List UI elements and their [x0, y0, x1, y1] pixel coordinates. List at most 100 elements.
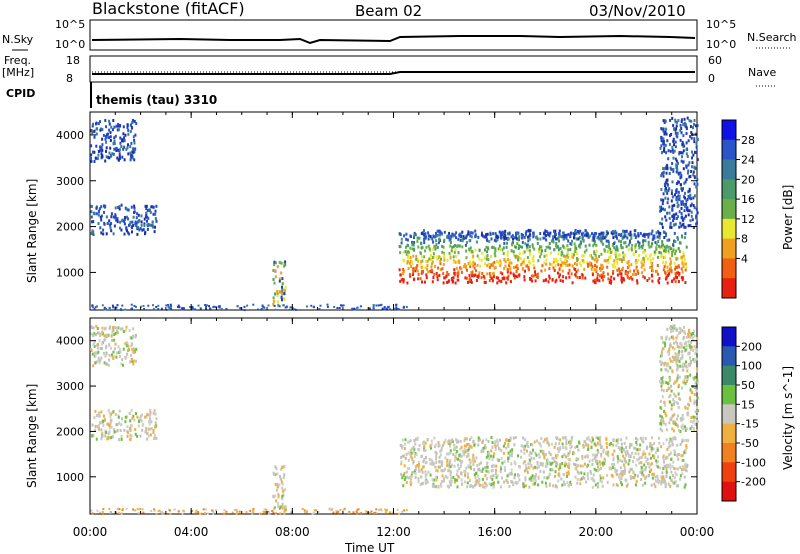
range-gate-cell — [277, 502, 280, 506]
ground-scatter-cell — [225, 307, 228, 310]
range-gate-cell — [578, 276, 581, 279]
range-gate-cell — [561, 261, 564, 265]
range-gate-cell — [681, 425, 684, 429]
range-gate-cell — [661, 225, 664, 229]
range-gate-cell — [418, 236, 421, 240]
range-gate-cell — [664, 403, 667, 407]
ground-scatter-cell — [267, 510, 270, 513]
range-gate-cell — [137, 213, 140, 217]
range-gate-cell — [279, 505, 282, 509]
range-gate-cell — [518, 474, 521, 478]
range-gate-cell — [584, 455, 587, 459]
ground-scatter-cell — [102, 513, 105, 515]
range-gate-cell — [425, 260, 428, 264]
range-gate-cell — [674, 145, 677, 149]
range-gate-cell — [572, 255, 575, 259]
range-gate-cell — [107, 155, 109, 159]
range-gate-cell — [136, 415, 139, 419]
range-gate-cell — [430, 439, 433, 443]
range-gate-cell — [466, 437, 469, 441]
range-gate-cell — [454, 244, 457, 247]
range-gate-cell — [624, 478, 627, 482]
range-gate-cell — [469, 265, 472, 269]
range-gate-cell — [694, 351, 697, 355]
range-gate-cell — [148, 223, 151, 227]
range-gate-cell — [100, 437, 103, 441]
range-gate-cell — [644, 452, 647, 456]
range-gate-cell — [622, 255, 625, 259]
range-gate-cell — [132, 414, 135, 418]
range-gate-cell — [274, 494, 277, 498]
range-gate-cell — [679, 443, 682, 446]
range-gate-cell — [666, 238, 669, 242]
range-gate-cell — [512, 250, 515, 254]
range-gate-cell — [439, 482, 442, 486]
range-gate-cell — [93, 332, 96, 336]
range-gate-cell — [620, 275, 623, 279]
range-gate-cell — [671, 251, 674, 254]
range-gate-cell — [520, 232, 523, 236]
range-gate-cell — [454, 478, 457, 482]
range-gate-cell — [411, 457, 414, 461]
range-gate-cell — [651, 454, 654, 458]
range-gate-cell — [490, 436, 493, 439]
range-gate-cell — [668, 421, 671, 425]
range-gate-cell — [133, 158, 136, 162]
range-gate-cell — [694, 400, 697, 404]
range-gate-cell — [409, 256, 412, 259]
range-gate-cell — [675, 340, 677, 344]
range-gate-cell — [672, 150, 675, 154]
range-gate-cell — [123, 158, 126, 162]
range-gate-cell — [675, 400, 678, 404]
range-gate-cell — [129, 145, 132, 149]
range-gate-cell — [95, 333, 97, 336]
range-gate-cell — [272, 299, 275, 303]
range-gate-cell — [531, 258, 534, 262]
colorbar-tick-label: 15 — [741, 398, 755, 411]
range-gate-cell — [150, 420, 153, 424]
range-gate-cell — [90, 159, 93, 163]
range-gate-cell — [452, 255, 455, 259]
range-gate-cell — [96, 327, 99, 330]
range-gate-cell — [482, 234, 484, 238]
range-gate-cell — [283, 297, 286, 301]
range-gate-cell — [689, 388, 692, 392]
range-gate-cell — [552, 237, 555, 241]
range-gate-cell — [452, 245, 455, 249]
range-gate-cell — [565, 455, 567, 459]
range-gate-cell — [409, 483, 412, 487]
range-gate-cell — [579, 482, 582, 486]
range-gate-cell — [662, 171, 665, 175]
range-gate-cell — [463, 447, 466, 451]
ground-scatter-cell — [239, 307, 242, 310]
range-gate-cell — [690, 131, 693, 134]
range-gate-cell — [665, 470, 668, 474]
ground-scatter-cell — [243, 305, 246, 308]
range-gate-cell — [442, 253, 445, 257]
range-gate-cell — [673, 467, 676, 471]
range-gate-cell — [519, 465, 521, 469]
range-gate-cell — [114, 214, 117, 218]
range-gate-cell — [109, 325, 112, 329]
range-gate-cell — [426, 267, 428, 271]
range-gate-cell — [689, 399, 692, 403]
range-gate-cell — [485, 455, 488, 459]
range-gate-cell — [493, 442, 496, 446]
range-gate-cell — [554, 264, 557, 268]
range-gate-cell — [659, 399, 662, 403]
range-gate-cell — [684, 376, 687, 380]
range-gate-cell — [417, 272, 420, 276]
range-gate-cell — [529, 451, 532, 455]
range-gate-cell — [112, 338, 115, 342]
cpid-label: CPID — [6, 87, 35, 100]
range-gate-cell — [440, 480, 443, 483]
range-gate-cell — [681, 276, 684, 280]
range-gate-cell — [512, 436, 515, 440]
range-gate-cell — [403, 478, 406, 482]
range-gate-cell — [485, 477, 488, 481]
range-gate-cell — [474, 483, 476, 487]
range-gate-cell — [656, 235, 659, 239]
range-gate-cell — [669, 118, 672, 122]
range-gate-cell — [599, 239, 602, 243]
range-gate-cell — [99, 145, 102, 149]
